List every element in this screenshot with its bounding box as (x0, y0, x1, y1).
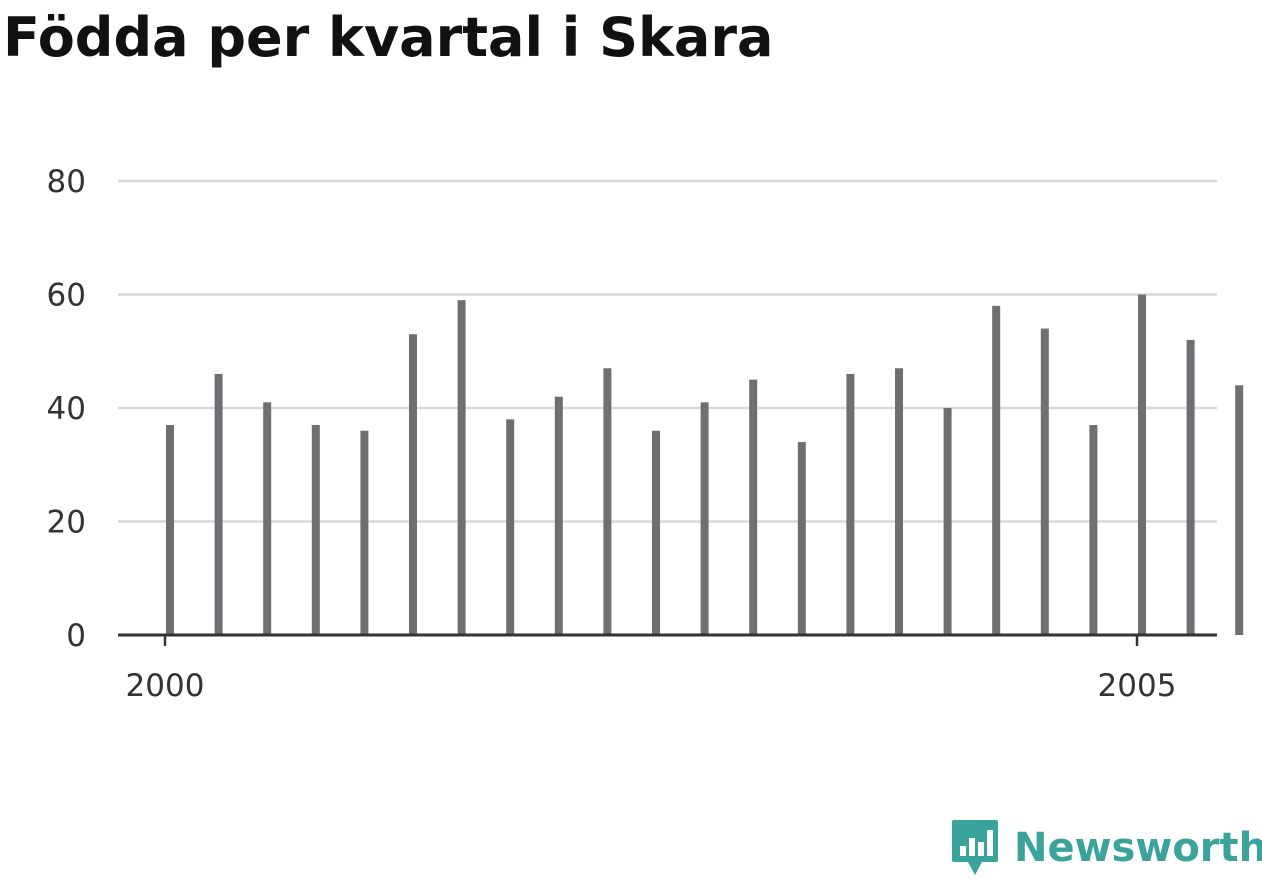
y-tick-label: 60 (47, 278, 86, 314)
bar (992, 305, 1001, 635)
bar (603, 368, 612, 635)
bar (409, 334, 417, 635)
bar (457, 300, 466, 635)
chart-title: Födda per kvartal i Skara (3, 6, 774, 69)
axes (118, 633, 1217, 646)
bar (1138, 294, 1146, 635)
bar (166, 425, 174, 635)
y-tick-label: 0 (66, 618, 86, 654)
bars (166, 294, 1244, 635)
bar (749, 379, 758, 635)
labels: 02040608041200020052010201520202025 (47, 164, 1177, 704)
bar (311, 425, 320, 635)
bar (1040, 328, 1049, 635)
bar (1186, 339, 1195, 635)
y-tick-label: 20 (47, 505, 86, 541)
x-tick-label: 2005 (1098, 668, 1177, 704)
bar (652, 430, 660, 635)
bar (263, 402, 272, 635)
bar (1089, 425, 1098, 635)
x-tick-label: 2000 (126, 668, 205, 704)
bar (554, 396, 563, 635)
brand-name: Newsworthy (1014, 825, 1262, 871)
bar (943, 408, 952, 635)
bar (895, 368, 903, 635)
bar (214, 373, 223, 635)
bar-chart-speech-bubble-icon (952, 820, 998, 875)
bar (797, 442, 806, 635)
newsworthy-logo: Newsworthy (950, 818, 1262, 878)
grid-lines (118, 179, 1217, 523)
bar (506, 419, 515, 635)
y-tick-label: 80 (47, 164, 86, 200)
bar (700, 402, 709, 635)
y-tick-label: 40 (47, 391, 86, 427)
bar (846, 373, 855, 635)
bar (360, 430, 369, 635)
bar (1235, 385, 1244, 635)
